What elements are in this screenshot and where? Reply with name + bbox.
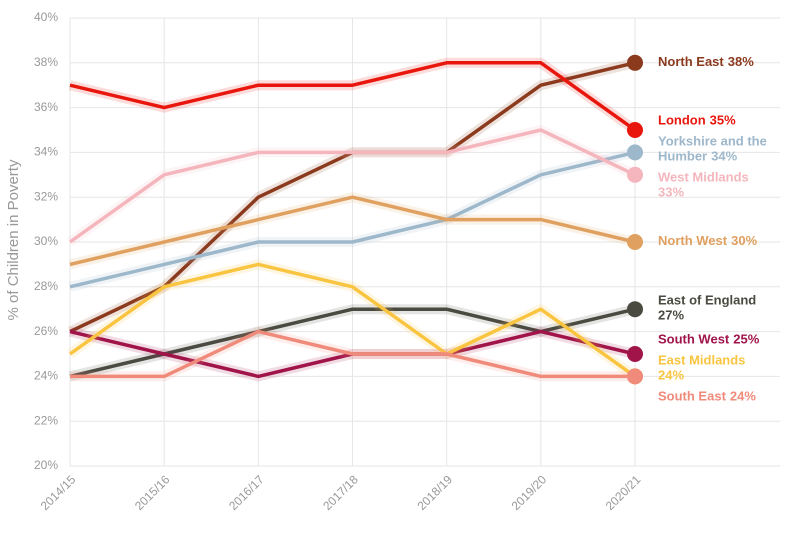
end-point — [627, 144, 643, 161]
legend-name: Yorkshire and the — [658, 134, 767, 149]
legend-name: North West — [658, 233, 728, 248]
value-label: 33% — [658, 185, 684, 200]
y-tick-label: 38% — [34, 55, 58, 69]
value-label: 30% — [731, 233, 757, 248]
series-line — [69, 195, 636, 267]
value-label: 24% — [730, 389, 756, 404]
y-tick-label: 20% — [34, 458, 58, 472]
legend-name: East of England — [658, 293, 756, 308]
legend-name: South East — [658, 389, 727, 404]
y-tick-label: 22% — [34, 413, 58, 427]
y-tick-label: 32% — [34, 189, 58, 203]
value-label: 34% — [711, 149, 737, 164]
series-label: South East 24% — [658, 389, 756, 404]
end-point — [627, 234, 643, 250]
end-point — [627, 54, 643, 71]
y-tick-label: 24% — [34, 369, 58, 383]
y-tick-label: 34% — [34, 145, 58, 159]
x-tick-label: 2015/16 — [132, 472, 173, 513]
y-tick-label: 40% — [34, 10, 58, 24]
series-label: West Midlands 33% — [658, 170, 749, 200]
y-tick-label: 26% — [34, 324, 58, 338]
legend-name: Humber — [658, 149, 707, 164]
series-label: South West 25% — [658, 332, 760, 347]
value-label: 24% — [658, 368, 684, 383]
legend-name: West Midlands — [658, 170, 749, 185]
y-tick-label: 36% — [34, 100, 58, 114]
end-point — [627, 166, 643, 183]
series-line — [69, 150, 636, 289]
series-label: North West 30% — [658, 233, 758, 248]
x-tick-label: 2017/18 — [320, 472, 361, 513]
series-label: London 35% — [658, 113, 736, 128]
value-label: 27% — [658, 308, 684, 323]
value-label: 25% — [733, 332, 759, 347]
value-label: 35% — [710, 113, 736, 128]
y-axis-title: % of Children in Poverty — [5, 159, 22, 320]
series-line — [70, 329, 635, 379]
end-point — [627, 301, 643, 318]
series-line — [68, 262, 637, 378]
y-tick-label: 28% — [34, 279, 58, 293]
y-tick-label: 30% — [34, 234, 58, 248]
series-label: Yorkshire and the Humber 34% — [658, 134, 767, 164]
end-point — [627, 122, 643, 138]
series-line — [69, 61, 637, 132]
x-tick-label: 2020/21 — [603, 472, 644, 513]
legend-name: London — [658, 113, 706, 128]
legend-name: North East — [658, 54, 724, 69]
end-point — [627, 368, 643, 385]
legend-name: South West — [658, 332, 730, 347]
legend-name: East Midlands — [658, 353, 745, 368]
value-label: 38% — [728, 54, 754, 69]
x-tick-label: 2019/20 — [509, 472, 550, 513]
x-tick-label: 2016/17 — [226, 472, 267, 513]
series-line — [68, 128, 636, 244]
series-label: East Midlands 24% — [658, 353, 745, 383]
x-tick-label: 2018/19 — [414, 472, 455, 513]
series-label: East of England 27% — [658, 293, 756, 323]
series-label: North East 38% — [658, 54, 754, 69]
end-point — [627, 346, 643, 362]
x-tick-label: 2014/15 — [38, 472, 79, 513]
